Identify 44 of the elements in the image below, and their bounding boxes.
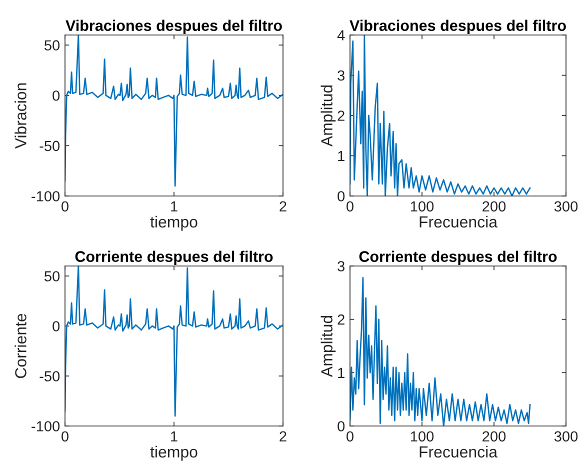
y-axis-title: Amplitud (320, 316, 336, 378)
y-tick-label: 3 (338, 70, 344, 81)
x-tick-label: 100 (410, 431, 434, 442)
x-axis-title: tiempo (150, 216, 198, 231)
x-tick-label: 2 (280, 201, 286, 212)
y-tick-label: 0 (338, 421, 345, 432)
x-tick-label: 0 (346, 201, 354, 212)
y-tick-label: 3 (338, 261, 344, 272)
x-tick-label: 0 (62, 431, 68, 442)
y-tick-label: 1 (338, 368, 344, 378)
x-tick-label: 2 (280, 431, 286, 442)
line-series (350, 277, 531, 426)
y-tick-label: 0 (338, 191, 345, 202)
x-tick-label: 100 (410, 201, 434, 212)
chart-title: Vibraciones despues del filtro (66, 20, 282, 34)
x-tick-label: 300 (554, 431, 578, 442)
y-axis-title: Corriente (14, 314, 26, 378)
x-tick-label: 0 (62, 201, 68, 212)
y-axis-title: Amplitud (320, 85, 336, 147)
y-tick-label: -50 (40, 140, 60, 152)
y-tick-label: 4 (337, 30, 345, 40)
chart-title: Corriente despues del filtro (75, 250, 273, 266)
y-tick-label: 0 (52, 90, 60, 101)
y-tick-label: 50 (44, 40, 60, 50)
x-tick-label: 300 (554, 201, 578, 212)
y-tick-label: -50 (40, 371, 60, 382)
y-tick-label: 1 (338, 151, 344, 162)
x-axis-title: Frecuencia (420, 446, 498, 458)
y-tick-label: 0 (52, 321, 60, 332)
x-tick-label: 1 (171, 431, 178, 442)
y-tick-label: 2 (338, 314, 344, 325)
y-tick-label: -100 (32, 421, 60, 432)
x-tick-label: 200 (482, 431, 506, 442)
y-tick-label: -100 (32, 191, 60, 202)
x-axis-title: tiempo (150, 446, 198, 461)
chart-title: Vibraciones despues del filtro (350, 20, 566, 34)
x-tick-label: 1 (171, 201, 178, 212)
x-tick-label: 200 (482, 201, 506, 212)
y-tick-label: 50 (44, 271, 60, 282)
x-axis-title: Frecuencia (420, 216, 498, 228)
x-tick-label: 0 (346, 431, 354, 442)
y-axis-title: Vibracion (14, 83, 26, 149)
y-tick-label: 2 (338, 110, 344, 121)
chart-title: Corriente despues del filtro (359, 250, 557, 266)
